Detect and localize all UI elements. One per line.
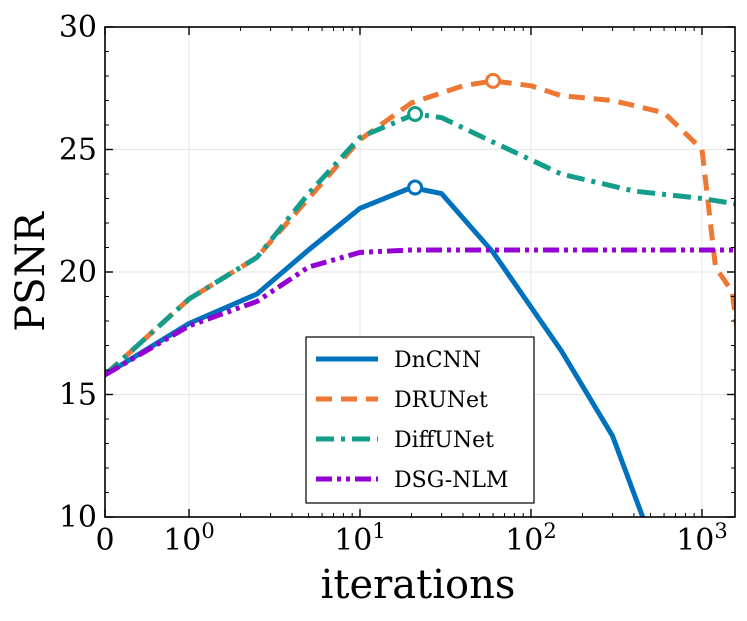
peak-marker-diffunet [407, 105, 424, 122]
x-tick-label: 0 [95, 523, 114, 558]
legend-label-drunet: DRUNet [394, 388, 488, 413]
x-tick-label: 101 [334, 519, 386, 558]
y-axis-label: PSNR [8, 210, 54, 331]
legend-box [305, 336, 535, 504]
y-tick-label: 30 [59, 10, 97, 45]
legend: DnCNN DRUNet DiffUNet DSG-NLM [305, 336, 535, 504]
y-tick-label: 25 [59, 133, 97, 168]
y-tick-label: 20 [59, 255, 97, 290]
x-tick-label: 100 [163, 519, 215, 558]
peak-marker-drunet [485, 72, 502, 89]
series-line-diffunet [105, 111, 735, 377]
y-tick-label: 15 [59, 378, 97, 413]
x-tick-label: 102 [505, 519, 557, 558]
legend-label-diffunet: DiffUNet [394, 428, 494, 453]
tick-layer: 0 100 101 102 103 10 15 20 25 30 [59, 10, 735, 558]
y-tick-label: 10 [59, 500, 97, 535]
peak-marker-dncnn [407, 179, 424, 196]
series-line-dsg-nlm [105, 247, 735, 378]
x-tick-label: 103 [676, 519, 728, 558]
legend-label-dsg-nlm: DSG-NLM [394, 468, 509, 493]
x-axis-label: iterations [321, 562, 516, 608]
legend-label-dncnn: DnCNN [394, 348, 481, 373]
peak-marker-dsg-nlm [739, 243, 747, 256]
